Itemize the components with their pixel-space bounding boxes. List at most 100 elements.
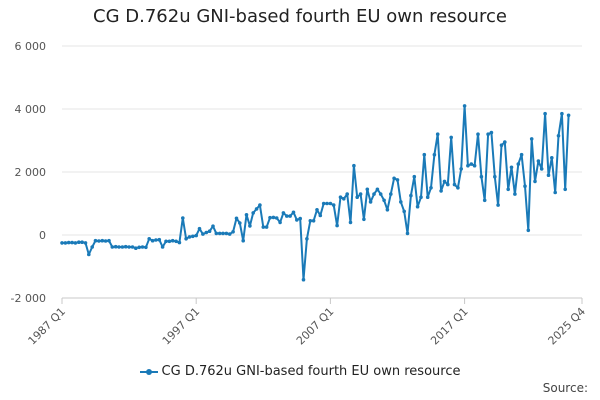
data-point <box>274 216 279 220</box>
data-point <box>486 132 490 136</box>
data-point <box>395 178 400 182</box>
data-point <box>368 200 373 204</box>
data-point <box>231 230 235 234</box>
data-point <box>140 245 145 249</box>
data-point <box>73 241 78 245</box>
data-point <box>83 241 88 245</box>
data-point <box>563 187 567 192</box>
data-point <box>402 209 407 214</box>
data-point <box>476 132 480 136</box>
data-point <box>295 218 299 222</box>
data-point <box>466 163 470 168</box>
data-point <box>472 163 477 168</box>
data-point <box>452 182 457 187</box>
data-point <box>144 245 148 250</box>
data-point <box>301 277 306 282</box>
y-tick-label: 4 000 <box>15 103 47 116</box>
data-point <box>150 238 155 243</box>
data-point <box>100 238 105 243</box>
data-point <box>77 240 81 244</box>
data-point <box>442 179 447 184</box>
data-point <box>435 132 440 136</box>
legend-label: CG D.762u GNI-based fourth EU own resour… <box>161 364 461 379</box>
y-axis-ticks: -2 000 0 2 000 4 000 6 000 <box>11 40 46 305</box>
data-point <box>493 174 497 179</box>
data-point <box>560 111 564 116</box>
data-point <box>529 137 534 141</box>
y-tick-label: 2 000 <box>15 166 47 179</box>
x-tick-label: 1997 Q1 <box>160 305 203 348</box>
data-point <box>459 167 464 171</box>
legend[interactable]: CG D.762u GNI-based fourth EU own resour… <box>0 364 600 379</box>
data-point <box>97 239 101 243</box>
data-point <box>194 233 198 238</box>
data-point <box>449 135 454 140</box>
data-point <box>429 186 433 190</box>
data-point <box>214 231 219 236</box>
data-point <box>566 113 571 118</box>
data-point <box>258 203 262 207</box>
data-point <box>513 192 517 196</box>
data-point <box>174 239 178 244</box>
data-point <box>251 211 255 215</box>
data-point <box>181 216 185 220</box>
data-point <box>543 111 547 116</box>
data-point <box>415 204 420 209</box>
data-point <box>80 240 84 244</box>
data-point <box>462 104 467 108</box>
data-point <box>375 187 380 192</box>
x-tick-label: 1987 Q1 <box>26 305 69 348</box>
data-point <box>107 238 111 243</box>
x-tick-label: 2025 Q4 <box>546 305 589 348</box>
data-point <box>288 214 292 218</box>
data-point <box>378 192 383 196</box>
data-point <box>191 234 195 239</box>
data-point <box>201 232 205 236</box>
data-point <box>167 239 172 244</box>
data-point <box>382 198 386 203</box>
data-point <box>261 225 266 229</box>
data-point <box>342 197 346 201</box>
data-point <box>177 240 182 245</box>
data-point <box>553 190 557 195</box>
data-point <box>127 245 131 249</box>
data-point <box>298 216 303 221</box>
data-point <box>285 214 289 218</box>
data-point <box>355 195 360 199</box>
data-point <box>120 245 125 249</box>
data-point <box>506 187 511 192</box>
data-point <box>321 201 326 206</box>
data-point <box>123 244 128 249</box>
x-tick-label: 2007 Q1 <box>294 305 337 348</box>
data-point <box>264 225 269 229</box>
data-point <box>63 241 68 245</box>
data-point <box>311 219 316 223</box>
data-point <box>456 186 460 190</box>
data-point <box>70 240 74 245</box>
data-point <box>422 152 427 157</box>
data-point <box>308 219 313 223</box>
data-point <box>164 239 168 244</box>
legend-marker-icon <box>139 367 158 377</box>
data-point <box>405 231 410 236</box>
data-point <box>113 244 118 249</box>
data-point <box>385 208 390 212</box>
data-point <box>66 240 71 245</box>
y-tick-label: 6 000 <box>15 40 47 53</box>
data-point <box>160 245 165 249</box>
data-point <box>217 231 222 236</box>
chart-title: CG D.762u GNI-based fourth EU own resour… <box>93 6 507 27</box>
x-tick-label: 2017 Q1 <box>428 305 471 348</box>
data-point <box>362 217 366 222</box>
data-point <box>482 198 487 203</box>
data-point <box>227 232 232 236</box>
data-point <box>154 238 158 242</box>
data-point <box>439 189 443 193</box>
data-point <box>496 203 500 207</box>
data-point <box>134 246 138 250</box>
data-point <box>352 163 356 168</box>
data-point <box>338 195 343 199</box>
source-label: Source: <box>542 381 588 395</box>
data-point <box>365 187 370 192</box>
data-point <box>499 143 504 147</box>
